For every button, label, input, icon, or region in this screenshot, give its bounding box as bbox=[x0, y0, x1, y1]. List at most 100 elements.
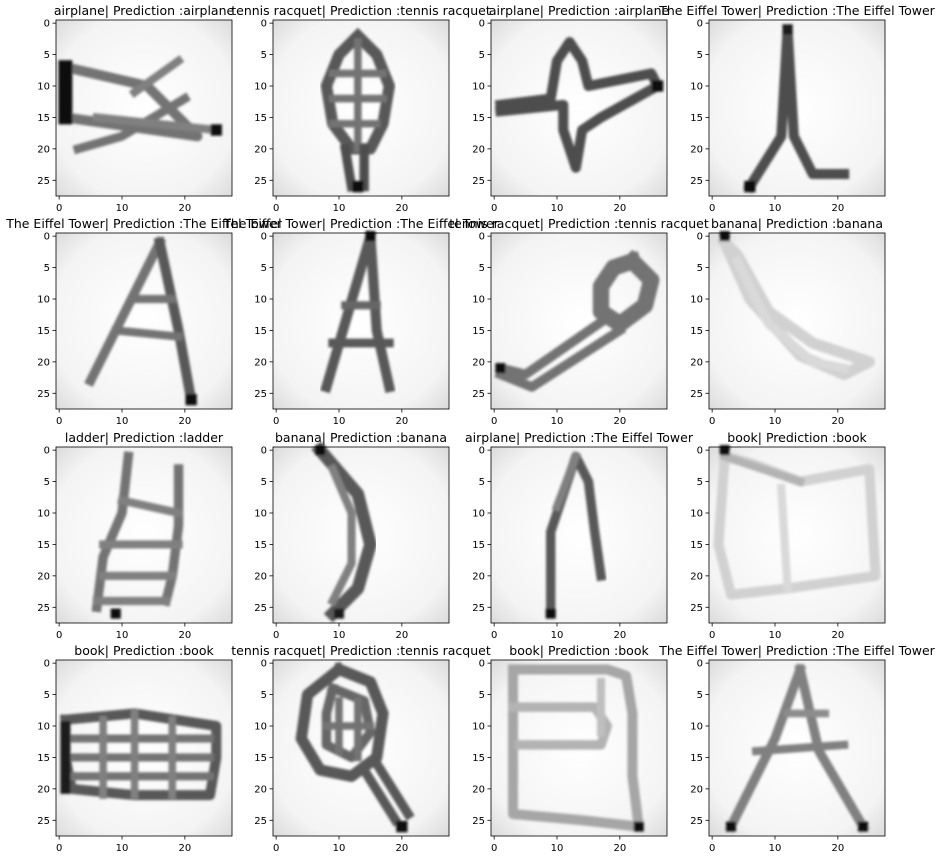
x-tick-label: 20 bbox=[831, 203, 844, 214]
stroke-line bbox=[111, 325, 184, 342]
y-tick-label: 0 bbox=[697, 446, 703, 457]
image-background bbox=[56, 447, 232, 623]
x-tick-label: 10 bbox=[333, 416, 346, 427]
y-tick-label: 10 bbox=[690, 82, 703, 93]
y-tick-label: 5 bbox=[479, 263, 485, 274]
stroke-dot bbox=[633, 821, 644, 832]
y-tick-label: 20 bbox=[254, 571, 267, 582]
y-tick-label: 25 bbox=[690, 389, 703, 400]
y-tick-label: 15 bbox=[254, 540, 267, 551]
y-tick-label: 15 bbox=[472, 113, 485, 124]
x-tick-label: 0 bbox=[709, 416, 715, 427]
axes-frame bbox=[708, 446, 886, 624]
drawing-strokes bbox=[507, 664, 644, 832]
stroke-dot bbox=[315, 445, 326, 456]
stroke-line bbox=[339, 143, 357, 192]
subplot-6: The Eiffel Tower| Prediction :The Eiffel… bbox=[222, 216, 499, 427]
y-tick-label: 25 bbox=[472, 603, 485, 614]
drawing-strokes bbox=[545, 451, 607, 619]
y-tick-label: 10 bbox=[254, 509, 267, 520]
stroke-line bbox=[320, 229, 377, 394]
x-tick-label: 10 bbox=[769, 843, 782, 854]
y-tick-label: 25 bbox=[254, 176, 267, 187]
y-tick-label: 5 bbox=[479, 50, 485, 61]
y-tick-label: 20 bbox=[37, 784, 50, 795]
stroke-dot bbox=[210, 124, 222, 136]
y-tick-label: 0 bbox=[479, 19, 485, 30]
y-tick-label: 20 bbox=[472, 357, 485, 368]
subplot-4: The Eiffel Tower| Prediction :The Eiffel… bbox=[658, 3, 935, 214]
x-tick-label: 20 bbox=[613, 416, 626, 427]
subplot-2: tennis racquet| Prediction :tennis racqu… bbox=[231, 3, 491, 214]
y-tick-label: 10 bbox=[472, 722, 485, 733]
stroke-line bbox=[327, 463, 356, 607]
y-tick-label: 15 bbox=[37, 326, 50, 337]
drawing-strokes bbox=[59, 708, 222, 801]
x-tick-label: 10 bbox=[116, 203, 129, 214]
stroke-dot bbox=[365, 231, 376, 242]
x-tick-label: 0 bbox=[273, 843, 279, 854]
stroke-line bbox=[776, 483, 792, 593]
x-tick-label: 10 bbox=[551, 843, 564, 854]
image-background bbox=[56, 20, 232, 196]
y-tick-label: 0 bbox=[697, 659, 703, 670]
drawing-strokes bbox=[91, 451, 184, 619]
x-tick-label: 10 bbox=[551, 203, 564, 214]
drawing-strokes bbox=[494, 249, 660, 392]
x-tick-label: 20 bbox=[831, 843, 844, 854]
y-tick-label: 15 bbox=[472, 540, 485, 551]
y-tick-label: 10 bbox=[472, 509, 485, 520]
axes-frame bbox=[55, 232, 233, 410]
y-tick-label: 5 bbox=[44, 263, 50, 274]
x-tick-label: 10 bbox=[333, 630, 346, 641]
y-tick-label: 5 bbox=[697, 263, 703, 274]
stroke-dot bbox=[744, 180, 756, 193]
subplot-8: banana| Prediction :banana 0 10 20 0 5 10 15 20 2… bbox=[690, 216, 886, 427]
axes-frame bbox=[490, 19, 668, 197]
y-tick-label: 25 bbox=[37, 176, 50, 187]
drawing-strokes bbox=[742, 24, 850, 194]
stroke-line bbox=[494, 323, 627, 392]
stroke-line bbox=[295, 661, 389, 782]
y-tick-label: 0 bbox=[697, 232, 703, 243]
subplot-12: book| Prediction :book 0 10 20 0 5 10 15 20 25 bbox=[690, 430, 886, 641]
stroke-dot bbox=[719, 445, 730, 456]
x-tick-label: 20 bbox=[178, 203, 191, 214]
x-tick-label: 20 bbox=[613, 203, 626, 214]
y-tick-label: 5 bbox=[44, 50, 50, 61]
y-tick-label: 0 bbox=[261, 659, 267, 670]
y-tick-label: 10 bbox=[254, 82, 267, 93]
stroke-dot bbox=[545, 608, 556, 619]
stroke-line bbox=[370, 757, 415, 821]
y-tick-label: 25 bbox=[37, 603, 50, 614]
x-tick-label: 0 bbox=[56, 416, 62, 427]
drawing-strokes bbox=[724, 663, 870, 834]
y-tick-label: 5 bbox=[697, 50, 703, 61]
stroke-dot bbox=[333, 608, 345, 619]
stroke-line bbox=[91, 451, 134, 613]
y-tick-label: 10 bbox=[37, 82, 50, 93]
stroke-dot bbox=[719, 231, 730, 242]
y-tick-label: 25 bbox=[690, 603, 703, 614]
y-tick-label: 15 bbox=[37, 113, 50, 124]
drawing-strokes bbox=[58, 55, 222, 155]
x-tick-label: 0 bbox=[709, 843, 715, 854]
subplot-15: book| Prediction :book 0 10 20 0 5 10 15 20 25 bbox=[472, 643, 668, 854]
y-tick-label: 15 bbox=[254, 113, 267, 124]
stroke-dot bbox=[495, 363, 506, 374]
y-tick-label: 0 bbox=[261, 19, 267, 30]
axes-frame bbox=[272, 19, 450, 197]
subplot-10: banana| Prediction :banana 0 10 20 0 5 10 15 20 2… bbox=[254, 430, 450, 641]
image-background bbox=[56, 660, 232, 836]
axes-frame bbox=[490, 446, 668, 624]
y-tick-label: 0 bbox=[261, 232, 267, 243]
y-tick-label: 5 bbox=[261, 263, 267, 274]
x-tick-label: 20 bbox=[831, 416, 844, 427]
y-tick-label: 20 bbox=[37, 144, 50, 155]
stroke-line bbox=[311, 441, 377, 623]
x-tick-label: 10 bbox=[116, 416, 129, 427]
x-tick-label: 20 bbox=[178, 416, 191, 427]
axes-frame bbox=[490, 659, 668, 837]
drawing-strokes bbox=[295, 661, 415, 833]
